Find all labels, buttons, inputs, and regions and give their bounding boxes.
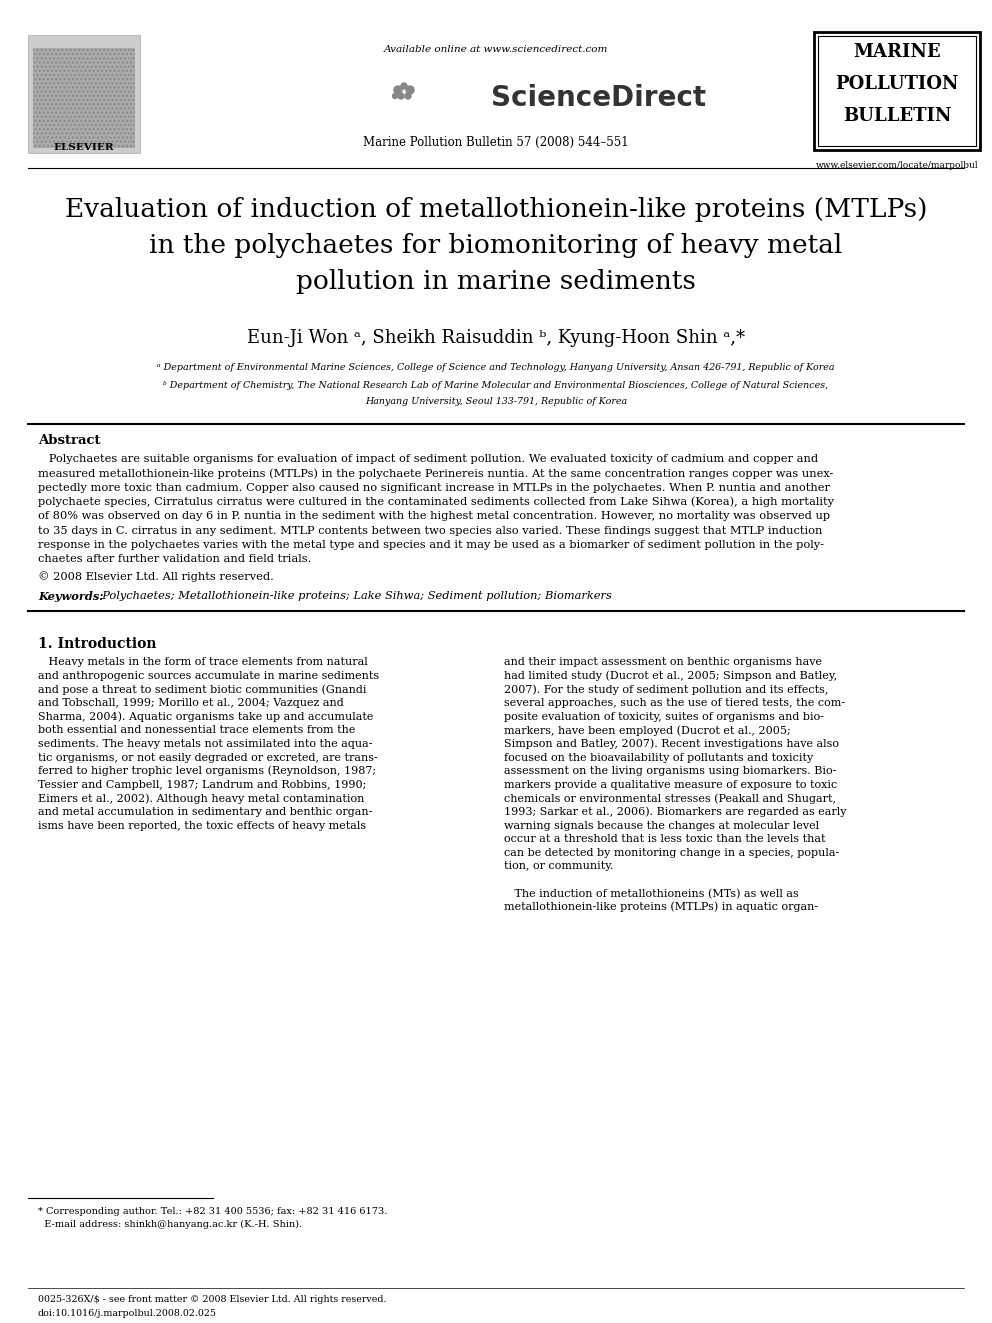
Text: ferred to higher trophic level organisms (Reynoldson, 1987;: ferred to higher trophic level organisms… bbox=[38, 766, 376, 777]
Text: * Corresponding author. Tel.: +82 31 400 5536; fax: +82 31 416 6173.: * Corresponding author. Tel.: +82 31 400… bbox=[38, 1207, 387, 1216]
Text: MARINE: MARINE bbox=[853, 44, 940, 61]
Text: isms have been reported, the toxic effects of heavy metals: isms have been reported, the toxic effec… bbox=[38, 820, 366, 831]
Text: sediments. The heavy metals not assimilated into the aqua-: sediments. The heavy metals not assimila… bbox=[38, 740, 373, 749]
Text: BULLETIN: BULLETIN bbox=[843, 107, 951, 124]
Circle shape bbox=[393, 94, 398, 98]
Text: warning signals because the changes at molecular level: warning signals because the changes at m… bbox=[504, 820, 819, 831]
Text: 1993; Sarkar et al., 2006). Biomarkers are regarded as early: 1993; Sarkar et al., 2006). Biomarkers a… bbox=[504, 807, 846, 818]
Text: pectedly more toxic than cadmium. Copper also caused no significant increase in : pectedly more toxic than cadmium. Copper… bbox=[38, 483, 830, 492]
Text: both essential and nonessential trace elements from the: both essential and nonessential trace el… bbox=[38, 725, 355, 736]
Circle shape bbox=[406, 86, 414, 94]
Text: Keywords:: Keywords: bbox=[38, 591, 103, 602]
Bar bbox=[33, 48, 135, 148]
Text: Marine Pollution Bulletin 57 (2008) 544–551: Marine Pollution Bulletin 57 (2008) 544–… bbox=[363, 135, 629, 148]
Text: E-mail address: shinkh@hanyang.ac.kr (K.-H. Shin).: E-mail address: shinkh@hanyang.ac.kr (K.… bbox=[38, 1220, 303, 1229]
Text: 2007). For the study of sediment pollution and its effects,: 2007). For the study of sediment polluti… bbox=[504, 684, 828, 695]
Text: several approaches, such as the use of tiered tests, the com-: several approaches, such as the use of t… bbox=[504, 699, 845, 708]
Text: chaetes after further validation and field trials.: chaetes after further validation and fie… bbox=[38, 554, 311, 564]
Text: Polychaetes; Metallothionein-like proteins; Lake Sihwa; Sediment pollution; Biom: Polychaetes; Metallothionein-like protei… bbox=[95, 591, 612, 602]
Text: markers, have been employed (Ducrot et al., 2005;: markers, have been employed (Ducrot et a… bbox=[504, 725, 791, 736]
Text: Eun-Ji Won ᵃ, Sheikh Raisuddin ᵇ, Kyung-Hoon Shin ᵃ,*: Eun-Ji Won ᵃ, Sheikh Raisuddin ᵇ, Kyung-… bbox=[247, 329, 745, 347]
Text: Hanyang University, Seoul 133-791, Republic of Korea: Hanyang University, Seoul 133-791, Repub… bbox=[365, 397, 627, 406]
Text: and Tobschall, 1999; Morillo et al., 2004; Vazquez and: and Tobschall, 1999; Morillo et al., 200… bbox=[38, 699, 344, 708]
Text: tion, or community.: tion, or community. bbox=[504, 861, 613, 872]
Text: ELSEVIER: ELSEVIER bbox=[54, 143, 114, 152]
Text: in the polychaetes for biomonitoring of heavy metal: in the polychaetes for biomonitoring of … bbox=[150, 233, 842, 258]
Text: response in the polychaetes varies with the metal type and species and it may be: response in the polychaetes varies with … bbox=[38, 540, 824, 550]
Text: measured metallothionein-like proteins (MTLPs) in the polychaete Perinereis nunt: measured metallothionein-like proteins (… bbox=[38, 468, 833, 479]
Text: can be detected by monitoring change in a species, popula-: can be detected by monitoring change in … bbox=[504, 848, 839, 857]
Bar bbox=[814, 32, 980, 149]
Text: Simpson and Batley, 2007). Recent investigations have also: Simpson and Batley, 2007). Recent invest… bbox=[504, 738, 839, 749]
Text: metallothionein-like proteins (MTLPs) in aquatic organ-: metallothionein-like proteins (MTLPs) in… bbox=[504, 902, 818, 913]
Text: Tessier and Campbell, 1987; Landrum and Robbins, 1990;: Tessier and Campbell, 1987; Landrum and … bbox=[38, 779, 366, 790]
Text: polychaete species, Cirratulus cirratus were cultured in the contaminated sedime: polychaete species, Cirratulus cirratus … bbox=[38, 496, 834, 507]
Text: POLLUTION: POLLUTION bbox=[835, 75, 958, 93]
Text: © 2008 Elsevier Ltd. All rights reserved.: © 2008 Elsevier Ltd. All rights reserved… bbox=[38, 572, 274, 582]
Circle shape bbox=[394, 86, 402, 94]
Text: Available online at www.sciencedirect.com: Available online at www.sciencedirect.co… bbox=[384, 45, 608, 54]
Text: 0025-326X/$ - see front matter © 2008 Elsevier Ltd. All rights reserved.: 0025-326X/$ - see front matter © 2008 El… bbox=[38, 1295, 387, 1304]
Text: tic organisms, or not easily degraded or excreted, are trans-: tic organisms, or not easily degraded or… bbox=[38, 753, 378, 762]
Text: posite evaluation of toxicity, suites of organisms and bio-: posite evaluation of toxicity, suites of… bbox=[504, 712, 824, 722]
Text: ScienceDirect: ScienceDirect bbox=[491, 83, 706, 112]
Text: assessment on the living organisms using biomarkers. Bio-: assessment on the living organisms using… bbox=[504, 766, 836, 777]
Text: ᵇ Department of Chemistry, The National Research Lab of Marine Molecular and Env: ᵇ Department of Chemistry, The National … bbox=[164, 381, 828, 390]
Text: occur at a threshold that is less toxic than the levels that: occur at a threshold that is less toxic … bbox=[504, 835, 825, 844]
Text: Abstract: Abstract bbox=[38, 434, 100, 447]
Text: and pose a threat to sediment biotic communities (Gnandi: and pose a threat to sediment biotic com… bbox=[38, 684, 366, 695]
Text: and anthropogenic sources accumulate in marine sediments: and anthropogenic sources accumulate in … bbox=[38, 671, 379, 681]
Text: of 80% was observed on day 6 in P. nuntia in the sediment with the highest metal: of 80% was observed on day 6 in P. nunti… bbox=[38, 511, 830, 521]
Text: 1. Introduction: 1. Introduction bbox=[38, 638, 157, 651]
Text: Heavy metals in the form of trace elements from natural: Heavy metals in the form of trace elemen… bbox=[38, 658, 368, 667]
Text: The induction of metallothioneins (MTs) as well as: The induction of metallothioneins (MTs) … bbox=[504, 889, 799, 898]
Text: Polychaetes are suitable organisms for evaluation of impact of sediment pollutio: Polychaetes are suitable organisms for e… bbox=[38, 454, 818, 464]
Text: ᵃ Department of Environmental Marine Sciences, College of Science and Technology: ᵃ Department of Environmental Marine Sci… bbox=[158, 364, 834, 373]
Circle shape bbox=[401, 83, 407, 89]
Circle shape bbox=[398, 93, 404, 99]
Text: doi:10.1016/j.marpolbul.2008.02.025: doi:10.1016/j.marpolbul.2008.02.025 bbox=[38, 1308, 217, 1318]
Bar bbox=[818, 36, 976, 146]
Text: focused on the bioavailability of pollutants and toxicity: focused on the bioavailability of pollut… bbox=[504, 753, 813, 762]
Text: chemicals or environmental stresses (Peakall and Shugart,: chemicals or environmental stresses (Pea… bbox=[504, 792, 836, 803]
Text: and metal accumulation in sedimentary and benthic organ-: and metal accumulation in sedimentary an… bbox=[38, 807, 372, 818]
Text: Sharma, 2004). Aquatic organisms take up and accumulate: Sharma, 2004). Aquatic organisms take up… bbox=[38, 712, 373, 722]
Text: and their impact assessment on benthic organisms have: and their impact assessment on benthic o… bbox=[504, 658, 822, 667]
Text: www.elsevier.com/locate/marpolbul: www.elsevier.com/locate/marpolbul bbox=[815, 161, 978, 171]
Text: Eimers et al., 2002). Although heavy metal contamination: Eimers et al., 2002). Although heavy met… bbox=[38, 792, 364, 803]
Text: pollution in marine sediments: pollution in marine sediments bbox=[296, 270, 696, 295]
Text: Evaluation of induction of metallothionein-like proteins (MTLPs): Evaluation of induction of metallothione… bbox=[64, 197, 928, 222]
Text: to 35 days in C. cirratus in any sediment. MTLP contents between two species als: to 35 days in C. cirratus in any sedimen… bbox=[38, 525, 822, 536]
Bar bbox=[28, 34, 140, 153]
Text: markers provide a qualitative measure of exposure to toxic: markers provide a qualitative measure of… bbox=[504, 779, 837, 790]
Text: had limited study (Ducrot et al., 2005; Simpson and Batley,: had limited study (Ducrot et al., 2005; … bbox=[504, 671, 837, 681]
Circle shape bbox=[405, 93, 411, 99]
